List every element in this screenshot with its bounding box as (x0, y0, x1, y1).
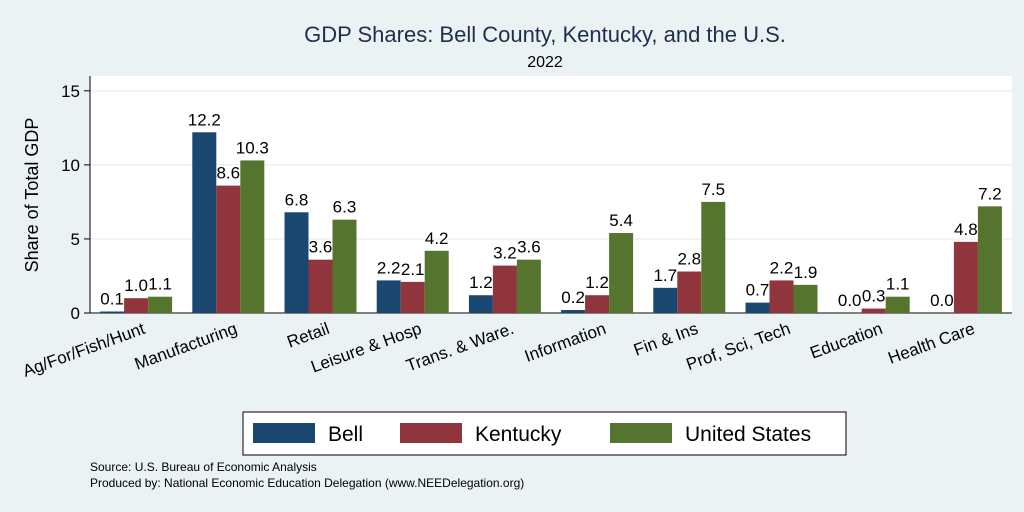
data-label: 5.4 (609, 211, 633, 230)
y-axis-title: Share of Total GDP (22, 118, 42, 273)
category-label: Manufacturing (132, 319, 240, 374)
legend-swatch (400, 423, 462, 443)
chart-subtitle: 2022 (527, 54, 563, 71)
bar-bell (468, 295, 493, 313)
category-label: Ag/For/Fish/Hunt (20, 319, 147, 381)
bar-united-states (701, 201, 726, 313)
bar-kentucky (585, 295, 610, 313)
chart-title: GDP Shares: Bell County, Kentucky, and t… (304, 22, 786, 47)
data-label: 3.6 (309, 238, 333, 257)
data-label: 8.6 (216, 164, 240, 183)
data-label: 4.8 (954, 220, 978, 239)
data-label: 1.0 (124, 276, 148, 295)
legend-label: Bell (328, 423, 363, 446)
data-label: 0.2 (561, 288, 585, 307)
y-tick-label: 15 (61, 82, 80, 101)
bar-kentucky (124, 298, 149, 313)
data-label: 1.7 (653, 266, 677, 285)
produced-by-note: Produced by: National Economic Education… (90, 476, 525, 490)
bar-kentucky (953, 241, 978, 313)
y-tick-label: 5 (71, 230, 80, 249)
bar-bell (745, 302, 770, 313)
bar-united-states (148, 296, 173, 313)
legend-label: United States (685, 423, 811, 446)
data-label: 12.2 (188, 110, 221, 129)
data-label: 1.2 (585, 273, 609, 292)
bar-united-states (240, 160, 265, 313)
data-label: 1.1 (886, 275, 910, 294)
bar-kentucky (400, 281, 425, 313)
bar-united-states (977, 206, 1002, 313)
bar-united-states (332, 219, 357, 313)
legend-box (242, 411, 847, 456)
bar-united-states (793, 284, 818, 313)
category-label: Prof, Sci, Tech (684, 319, 793, 374)
legend-swatch (253, 423, 315, 443)
legend: Bell Kentucky United States (242, 411, 847, 456)
data-label: 7.2 (978, 184, 1002, 203)
bar-bell (376, 280, 401, 313)
bar-bell (100, 311, 125, 313)
bar-united-states (885, 296, 910, 313)
y-tick-label: 0 (71, 304, 80, 323)
data-label: 0.7 (746, 281, 770, 300)
bar-bell (284, 212, 309, 313)
data-label: 1.1 (148, 275, 172, 294)
category-label: Health Care (886, 319, 978, 368)
bar-kentucky (308, 259, 333, 313)
legend-swatch (610, 423, 672, 443)
bars (100, 132, 1002, 313)
data-label: 3.2 (493, 244, 517, 263)
data-label: 0.0 (930, 291, 954, 310)
y-tick-label: 10 (61, 156, 80, 175)
category-label: Information (522, 319, 608, 366)
data-label: 0.0 (838, 291, 862, 310)
category-label: Retail (285, 319, 332, 352)
source-notes: Source: U.S. Bureau of Economic Analysis… (90, 459, 524, 491)
data-label: 1.2 (469, 273, 493, 292)
bar-kentucky (677, 271, 702, 313)
data-label: 6.8 (285, 190, 309, 209)
bar-kentucky (861, 308, 886, 313)
bar-kentucky (216, 185, 241, 313)
data-label: 10.3 (236, 138, 269, 157)
bar-kentucky (492, 265, 517, 313)
data-label: 0.3 (862, 287, 886, 306)
data-labels: 0.11.0 1.112.28.610.36.83.66.32.2 2.14.21.… (100, 110, 1001, 310)
data-label: 2.1 (401, 260, 425, 279)
source-note: Source: U.S. Bureau of Economic Analysis (90, 460, 317, 474)
bar-bell (192, 132, 217, 313)
data-label: 4.2 (425, 229, 449, 248)
data-label: 2.2 (770, 258, 794, 277)
data-label: 2.8 (677, 250, 701, 269)
data-label: 6.3 (333, 198, 357, 217)
data-label: 3.6 (517, 238, 541, 257)
legend-label: Kentucky (475, 423, 562, 446)
bar-kentucky (769, 280, 794, 313)
bar-united-states (609, 233, 634, 313)
axes: 0 5 10 15 (61, 76, 1012, 323)
bar-bell (561, 310, 586, 313)
bar-bell (653, 287, 678, 313)
data-label: 7.5 (701, 180, 725, 199)
data-label: 0.1 (100, 290, 124, 309)
data-label: 1.9 (794, 263, 818, 282)
bar-united-states (516, 259, 541, 313)
data-label: 2.2 (377, 258, 401, 277)
category-label: Education (808, 319, 886, 363)
bar-united-states (424, 250, 449, 313)
